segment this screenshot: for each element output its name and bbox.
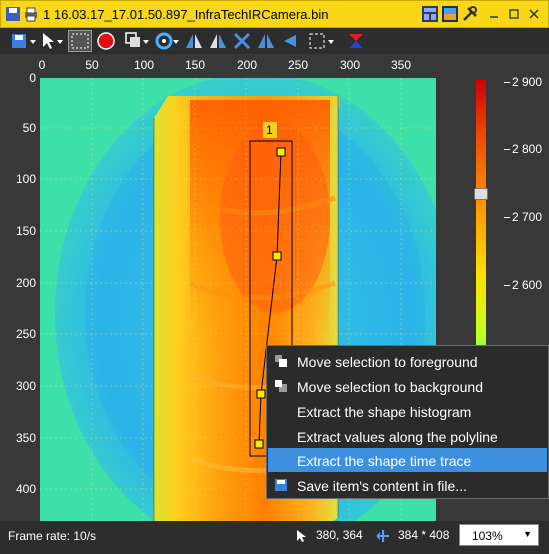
image-icon[interactable]: [441, 5, 459, 23]
y-tick-label: 300: [15, 379, 36, 393]
sort-icon[interactable]: [346, 31, 366, 51]
save-icon: [275, 479, 287, 491]
roi-polyline: [258, 151, 282, 445]
cursor-position-icon: [297, 530, 306, 542]
menu-item-move-foreground[interactable]: Move selection to foreground: [268, 349, 547, 373]
color-scale-bar: [476, 80, 486, 380]
y-tick-label: 50: [22, 121, 36, 135]
menu-item-extract-polyline[interactable]: Extract values along the polyline: [297, 429, 498, 445]
mirror-icon[interactable]: [256, 31, 276, 51]
scale-level-slider[interactable]: [474, 188, 488, 200]
flip-right-icon[interactable]: [208, 31, 228, 51]
select-region-icon[interactable]: [68, 30, 92, 52]
cursor-position: 380, 364: [316, 528, 363, 542]
menu-item-shape-time-trace[interactable]: Extract the shape time trace: [268, 448, 547, 472]
layers-icon[interactable]: [124, 31, 150, 51]
y-tick-label: 150: [15, 224, 36, 238]
x-tick-label: 350: [390, 58, 412, 72]
y-tick-label: 400: [15, 482, 36, 496]
color-scale-tick: 2 700: [504, 210, 542, 224]
x-tick-label: 50: [85, 58, 99, 72]
polyline-handle: [256, 389, 266, 399]
menu-item-save-content[interactable]: Save item's content in file...: [268, 473, 547, 497]
image-size-icon: [376, 530, 389, 542]
close-icon[interactable]: [525, 5, 543, 23]
title-bar: 1 16.03.17_17.01.50.897_InfraTechIRCamer…: [0, 0, 549, 28]
polyline-handle: [276, 147, 286, 157]
record-icon[interactable]: [96, 31, 116, 51]
y-tick-label: 100: [15, 172, 36, 186]
y-tick-label: 250: [15, 327, 36, 341]
x-tick-label: 100: [133, 58, 155, 72]
foreground-icon: [275, 355, 287, 367]
x-tick-label: 0: [38, 58, 46, 72]
zoom-value: 103%: [472, 529, 503, 543]
menu-item-shape-histogram[interactable]: Extract the shape histogram: [297, 404, 472, 420]
color-scale-tick: 2 600: [504, 278, 542, 292]
tools-icon[interactable]: [461, 5, 479, 23]
context-menu: Move selection to foreground Move select…: [266, 345, 549, 499]
frame-rate: Frame rate: 10/s: [8, 529, 97, 543]
polyline-handle: [254, 439, 264, 449]
minimize-icon[interactable]: [485, 5, 503, 23]
arrow-left-icon[interactable]: [280, 31, 300, 51]
zoom-select[interactable]: 103% ▼: [459, 524, 539, 546]
pointer-tool-icon[interactable]: [40, 31, 66, 51]
flip-both-icon[interactable]: [232, 31, 252, 51]
y-tick-label: 350: [15, 431, 36, 445]
x-tick-label: 150: [184, 58, 206, 72]
y-tick-label: 200: [15, 276, 36, 290]
chevron-down-icon: ▼: [523, 529, 532, 539]
layout-icon[interactable]: [421, 5, 439, 23]
x-tick-label: 250: [287, 58, 309, 72]
palette-icon[interactable]: [154, 31, 180, 51]
save-icon[interactable]: [5, 6, 21, 22]
background-icon: [275, 380, 287, 392]
status-bar: Frame rate: 10/s 380, 364 384 * 408 103%…: [0, 521, 549, 554]
color-scale-tick: 2 800: [504, 142, 542, 156]
restore-icon[interactable]: [505, 5, 523, 23]
color-scale-tick: 2 900: [504, 75, 542, 89]
image-size: 384 * 408: [398, 528, 450, 542]
save-dropdown-icon[interactable]: [10, 31, 38, 51]
flip-left-icon[interactable]: [184, 31, 204, 51]
selection-frame-icon[interactable]: [308, 31, 336, 51]
menu-item-move-background[interactable]: Move selection to background: [268, 374, 547, 398]
print-icon[interactable]: [23, 6, 39, 22]
x-tick-label: 300: [339, 58, 361, 72]
y-tick-label: 0: [29, 71, 36, 85]
polyline-handle: [272, 251, 282, 261]
toolbar: [0, 28, 549, 54]
x-tick-label: 200: [236, 58, 258, 72]
window-title: 1 16.03.17_17.01.50.897_InfraTechIRCamer…: [43, 7, 329, 22]
shape-label: 1: [266, 123, 273, 137]
